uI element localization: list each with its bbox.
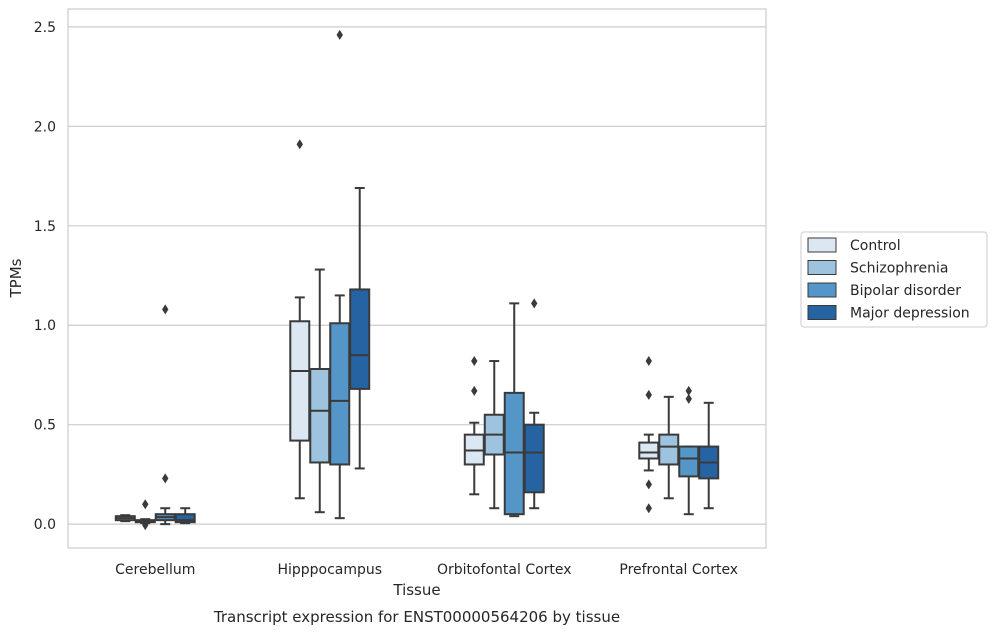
legend-label: Schizophrenia	[850, 261, 948, 277]
box-iqr	[174, 513, 196, 524]
box-iqr	[658, 433, 680, 466]
box	[114, 514, 136, 523]
legend-swatch	[807, 237, 837, 253]
y-tick-label: 1.0	[34, 318, 56, 334]
plot-area	[67, 8, 767, 549]
legend-label: Major depression	[850, 306, 970, 322]
box-iqr	[678, 445, 700, 478]
x-tick-label: Hipppocampus	[277, 562, 382, 578]
box	[289, 139, 311, 500]
grid	[68, 26, 766, 525]
y-tick-label: 2.5	[34, 20, 56, 36]
box	[134, 499, 156, 531]
box	[349, 187, 371, 470]
box	[309, 268, 331, 514]
outlier-point	[142, 499, 149, 510]
outlier-point	[685, 385, 692, 396]
box-iqr	[523, 423, 545, 494]
x-axis-title: Tissue	[392, 581, 440, 599]
y-axis: 0.0 0.5 1.0 1.5 2.0 2.5	[34, 20, 56, 533]
box-iqr	[349, 288, 371, 390]
legend-frame	[800, 231, 988, 328]
y-axis-title: TPMs	[7, 258, 25, 298]
x-tick-label: Prefrontal Cortex	[619, 562, 738, 578]
x-axis: Cerebellum Hipppocampus Orbitofontal Corte…	[115, 562, 738, 578]
legend-label: Control	[850, 238, 901, 254]
box	[638, 356, 660, 514]
y-tick-label: 2.0	[34, 119, 56, 135]
box-iqr	[638, 441, 660, 460]
outlier-point	[471, 385, 478, 396]
legend: Control Schizophrenia Bipolar disorder Majo…	[800, 231, 988, 328]
outlier-point	[162, 304, 169, 315]
outlier-point	[645, 389, 652, 400]
outlier-point	[531, 298, 538, 309]
outlier-point	[296, 139, 303, 150]
box-iqr	[289, 320, 311, 442]
outlier-point	[142, 520, 149, 531]
outlier-point	[162, 473, 169, 484]
outlier-point	[471, 356, 478, 367]
box	[678, 385, 700, 516]
outlier-point	[336, 29, 343, 40]
legend-swatch	[807, 260, 837, 275]
y-tick-label: 1.5	[34, 219, 56, 235]
box	[698, 401, 720, 510]
outlier-point	[645, 503, 652, 514]
outlier-point	[645, 479, 652, 490]
box-iqr	[309, 367, 331, 464]
legend-swatch	[807, 305, 837, 320]
x-tick-label: Orbitofontal Cortex	[437, 562, 572, 578]
box	[483, 360, 505, 510]
box	[658, 395, 680, 500]
chart-caption: Transcript expression for ENST0000056420…	[213, 608, 620, 626]
box	[154, 304, 176, 526]
box-iqr	[329, 322, 351, 466]
legend-label: Bipolar disorder	[850, 283, 961, 299]
y-tick-label: 0.5	[34, 418, 56, 434]
box	[174, 507, 196, 525]
boxes	[114, 29, 720, 531]
outlier-point	[645, 356, 652, 367]
box	[523, 298, 545, 510]
box	[329, 29, 351, 520]
outlier-point	[685, 393, 692, 404]
box	[503, 302, 525, 518]
legend-swatch	[807, 282, 837, 298]
x-tick-label: Cerebellum	[115, 562, 195, 578]
y-tick-label: 0.0	[34, 517, 56, 533]
